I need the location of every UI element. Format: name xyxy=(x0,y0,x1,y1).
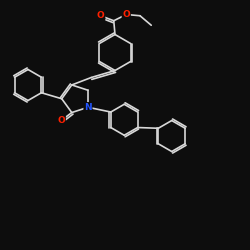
Text: O: O xyxy=(122,10,130,19)
Text: O: O xyxy=(58,116,65,125)
Text: O: O xyxy=(97,11,104,20)
Text: N: N xyxy=(84,103,92,112)
